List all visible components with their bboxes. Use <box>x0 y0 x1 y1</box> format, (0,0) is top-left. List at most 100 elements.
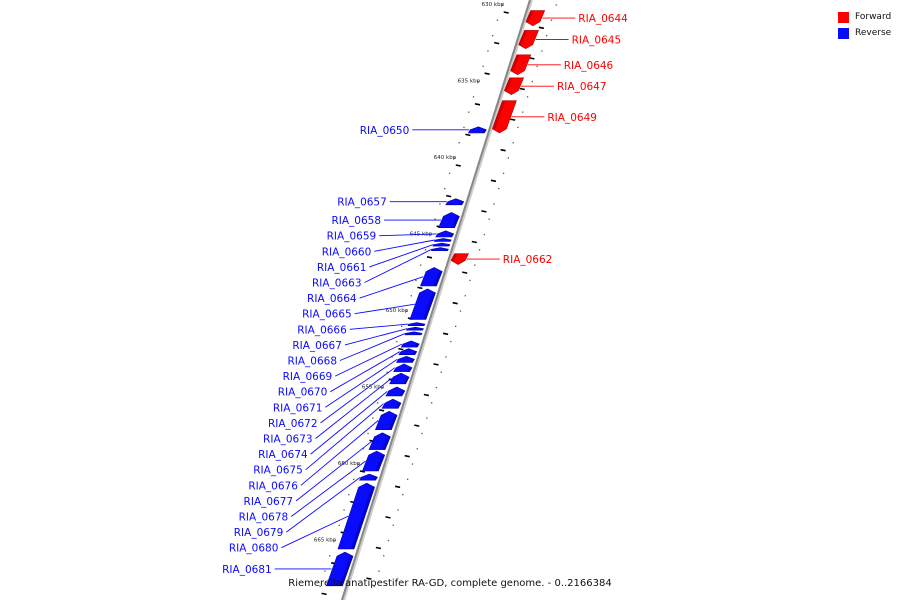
gene-RIA_0664[interactable] <box>419 267 443 287</box>
gene-label-RIA_0649[interactable]: RIA_0649 <box>547 112 597 124</box>
gene-label-RIA_0672[interactable]: RIA_0672 <box>268 418 318 430</box>
gene-label-RIA_0670[interactable]: RIA_0670 <box>278 387 328 399</box>
gene-RIA_0662[interactable] <box>450 253 469 265</box>
gene-shade-RIA_0645 <box>518 30 528 45</box>
major-tick-646 <box>426 256 433 259</box>
gene-shape-RIA_0667[interactable] <box>405 326 425 331</box>
gene-label-RIA_0657[interactable]: RIA_0657 <box>337 197 387 209</box>
gene-shape-RIA_0657[interactable] <box>445 198 465 206</box>
gene-RIA_0659[interactable] <box>435 230 455 238</box>
major-tick-638 <box>465 133 471 137</box>
gene-label-RIA_0666[interactable]: RIA_0666 <box>297 324 347 336</box>
gene-label-RIA_0678[interactable]: RIA_0678 <box>239 512 289 524</box>
gene-label-RIA_0677[interactable]: RIA_0677 <box>244 496 294 508</box>
gene-label-RIA_0645[interactable]: RIA_0645 <box>572 35 622 47</box>
gene-RIA_0644[interactable] <box>525 10 546 27</box>
minor-tick-45 <box>450 340 452 343</box>
gene-RIA_0665[interactable] <box>409 288 436 320</box>
gene-RIA_0670[interactable] <box>398 348 418 356</box>
gene-label-RIA_0662[interactable]: RIA_0662 <box>503 254 553 266</box>
gene-label-RIA_0679[interactable]: RIA_0679 <box>234 527 284 539</box>
gene-shape-RIA_0674[interactable] <box>385 386 406 397</box>
gene-label-RIA_0668[interactable]: RIA_0668 <box>287 356 337 368</box>
gene-shape-RIA_0649[interactable] <box>492 100 517 134</box>
gene-RIA_0672[interactable] <box>393 363 413 372</box>
gene-shape-RIA_0671[interactable] <box>395 355 415 363</box>
gene-label-RIA_0671[interactable]: RIA_0671 <box>273 402 323 414</box>
gene-label-RIA_0647[interactable]: RIA_0647 <box>557 81 607 93</box>
gene-label-RIA_0644[interactable]: RIA_0644 <box>578 13 628 25</box>
gene-shape-RIA_0665[interactable] <box>409 288 436 320</box>
minor-tick-57 <box>421 432 423 435</box>
gene-label-RIA_0661[interactable]: RIA_0661 <box>317 262 367 274</box>
gene-RIA_0649[interactable] <box>492 100 517 134</box>
gene-label-RIA_0660[interactable]: RIA_0660 <box>322 246 372 258</box>
gene-shape-RIA_0650[interactable] <box>467 126 487 134</box>
minor-tick-58 <box>362 448 364 450</box>
minor-tick-26 <box>439 203 441 205</box>
gene-shape-RIA_0675[interactable] <box>381 398 402 409</box>
gene-RIA_0681[interactable] <box>326 551 354 587</box>
gene-label-RIA_0680[interactable]: RIA_0680 <box>229 543 279 555</box>
minor-tick-41 <box>459 310 462 312</box>
gene-label-RIA_0646[interactable]: RIA_0646 <box>564 60 614 72</box>
gene-RIA_0657[interactable] <box>445 198 465 206</box>
gene-RIA_0650[interactable] <box>467 126 487 134</box>
minor-tick-53 <box>431 402 433 404</box>
gene-shade-RIA_0668 <box>418 333 422 335</box>
gene-label-RIA_0674[interactable]: RIA_0674 <box>258 449 308 461</box>
legend-reverse: Reverse <box>838 25 891 41</box>
gene-RIA_0667[interactable] <box>405 326 425 331</box>
gene-shape-RIA_0681[interactable] <box>326 551 354 587</box>
gene-RIA_0669[interactable] <box>400 340 420 348</box>
gene-RIA_0645[interactable] <box>518 30 539 50</box>
label-leader-RIA_0672 <box>320 367 396 424</box>
gene-shape-RIA_0659[interactable] <box>435 230 455 238</box>
gene-label-RIA_0664[interactable]: RIA_0664 <box>307 293 357 305</box>
gene-shape-RIA_0679[interactable] <box>358 473 378 481</box>
gene-label-RIA_0673[interactable]: RIA_0673 <box>263 434 313 446</box>
gene-RIA_0676[interactable] <box>374 410 398 431</box>
gene-label-RIA_0669[interactable]: RIA_0669 <box>283 371 333 383</box>
gene-RIA_0674[interactable] <box>385 386 406 397</box>
gene-label-RIA_0676[interactable]: RIA_0676 <box>248 480 298 492</box>
gene-RIA_0647[interactable] <box>504 77 525 95</box>
gene-RIA_0668[interactable] <box>404 331 423 336</box>
gene-RIA_0678[interactable] <box>361 450 386 472</box>
gene-RIA_0666[interactable] <box>407 322 426 327</box>
gene-RIA_0677[interactable] <box>368 432 391 450</box>
gene-shape-RIA_0668[interactable] <box>404 331 423 336</box>
gene-shape-RIA_0663[interactable] <box>430 247 449 251</box>
major-tick-665 <box>375 546 382 550</box>
minor-tick-68 <box>338 524 340 526</box>
gene-label-RIA_0650[interactable]: RIA_0650 <box>360 125 410 137</box>
gene-label-RIA_0681[interactable]: RIA_0681 <box>222 564 272 576</box>
gene-RIA_0671[interactable] <box>395 355 415 363</box>
gene-RIA_0646[interactable] <box>510 54 532 76</box>
gene-label-RIA_0659[interactable]: RIA_0659 <box>327 231 377 243</box>
major-tick-661 <box>394 485 401 489</box>
gene-label-RIA_0658[interactable]: RIA_0658 <box>331 215 381 227</box>
gene-RIA_0680[interactable] <box>337 482 375 550</box>
gene-label-RIA_0667[interactable]: RIA_0667 <box>292 340 342 352</box>
gene-shape-RIA_0660[interactable] <box>433 238 452 242</box>
major-tick-635 <box>519 87 525 91</box>
gene-RIA_0679[interactable] <box>358 473 378 481</box>
gene-shape-RIA_0661[interactable] <box>432 242 451 247</box>
gene-shape-RIA_0669[interactable] <box>400 340 420 348</box>
gene-shape-RIA_0666[interactable] <box>407 322 426 327</box>
gene-shape-RIA_0680[interactable] <box>337 482 375 550</box>
gene-label-RIA_0663[interactable]: RIA_0663 <box>312 278 362 290</box>
gene-RIA_0661[interactable] <box>432 242 451 247</box>
label-leader-RIA_0667 <box>344 328 408 346</box>
gene-RIA_0675[interactable] <box>381 398 402 409</box>
gene-shape-RIA_0670[interactable] <box>398 348 418 356</box>
gene-RIA_0663[interactable] <box>430 247 449 251</box>
gene-RIA_0658[interactable] <box>438 212 460 228</box>
gene-shape-RIA_0672[interactable] <box>393 363 413 372</box>
gene-RIA_0673[interactable] <box>389 372 410 385</box>
gene-label-RIA_0665[interactable]: RIA_0665 <box>302 309 352 321</box>
minor-tick-56 <box>367 432 369 435</box>
gene-RIA_0660[interactable] <box>433 238 452 242</box>
gene-label-RIA_0675[interactable]: RIA_0675 <box>253 465 303 477</box>
